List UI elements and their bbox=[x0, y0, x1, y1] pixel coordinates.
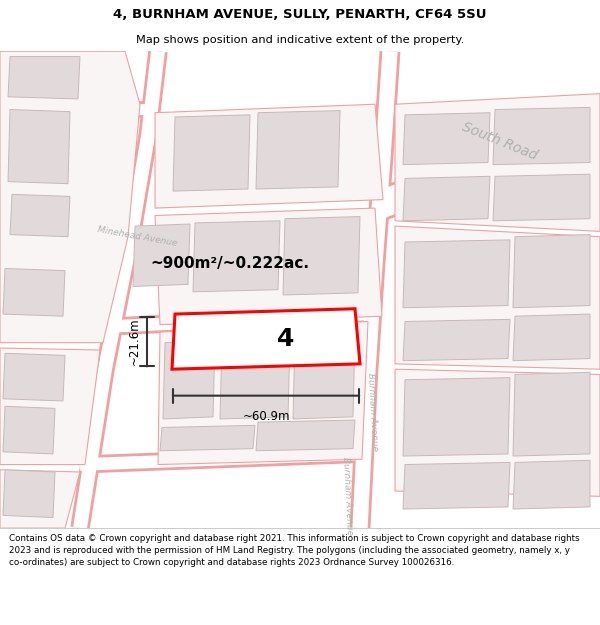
Text: ~60.9m: ~60.9m bbox=[242, 411, 290, 424]
Polygon shape bbox=[163, 341, 215, 419]
Text: Burnham Avenue: Burnham Avenue bbox=[341, 457, 355, 536]
Polygon shape bbox=[160, 426, 255, 451]
Text: 4, BURNHAM AVENUE, SULLY, PENARTH, CF64 5SU: 4, BURNHAM AVENUE, SULLY, PENARTH, CF64 … bbox=[113, 8, 487, 21]
Polygon shape bbox=[193, 221, 280, 292]
Polygon shape bbox=[172, 309, 360, 369]
Text: Contains OS data © Crown copyright and database right 2021. This information is : Contains OS data © Crown copyright and d… bbox=[9, 534, 580, 566]
Polygon shape bbox=[513, 234, 590, 308]
Polygon shape bbox=[395, 226, 600, 369]
Polygon shape bbox=[493, 107, 590, 164]
Polygon shape bbox=[493, 174, 590, 221]
Polygon shape bbox=[513, 460, 590, 509]
Polygon shape bbox=[395, 369, 600, 496]
Polygon shape bbox=[403, 462, 510, 509]
Polygon shape bbox=[3, 353, 65, 401]
Text: Map shows position and indicative extent of the property.: Map shows position and indicative extent… bbox=[136, 35, 464, 45]
Polygon shape bbox=[403, 319, 510, 361]
Text: ~900m²/~0.222ac.: ~900m²/~0.222ac. bbox=[151, 256, 310, 271]
Polygon shape bbox=[403, 378, 510, 456]
Text: Minehead Avenue: Minehead Avenue bbox=[97, 225, 178, 248]
Polygon shape bbox=[513, 314, 590, 361]
Polygon shape bbox=[3, 269, 65, 316]
Polygon shape bbox=[395, 94, 600, 231]
Polygon shape bbox=[10, 194, 70, 237]
Polygon shape bbox=[403, 240, 510, 308]
Polygon shape bbox=[0, 348, 100, 464]
Text: South Road: South Road bbox=[460, 120, 540, 162]
Polygon shape bbox=[220, 338, 290, 419]
Polygon shape bbox=[403, 176, 490, 221]
Polygon shape bbox=[256, 111, 340, 189]
Text: ~21.6m: ~21.6m bbox=[128, 318, 141, 366]
Polygon shape bbox=[8, 109, 70, 184]
Polygon shape bbox=[256, 420, 355, 451]
Polygon shape bbox=[3, 406, 55, 454]
Polygon shape bbox=[293, 333, 355, 419]
Text: 4: 4 bbox=[277, 327, 294, 351]
Polygon shape bbox=[513, 372, 590, 456]
Polygon shape bbox=[155, 208, 382, 324]
Polygon shape bbox=[3, 470, 55, 518]
Polygon shape bbox=[0, 470, 80, 528]
Polygon shape bbox=[155, 104, 383, 208]
Polygon shape bbox=[8, 56, 80, 99]
Polygon shape bbox=[0, 51, 140, 342]
Polygon shape bbox=[173, 115, 250, 191]
Polygon shape bbox=[133, 224, 190, 286]
Polygon shape bbox=[403, 112, 490, 164]
Polygon shape bbox=[283, 217, 360, 295]
Text: Burnham Avenue: Burnham Avenue bbox=[367, 372, 380, 451]
Polygon shape bbox=[158, 321, 368, 464]
